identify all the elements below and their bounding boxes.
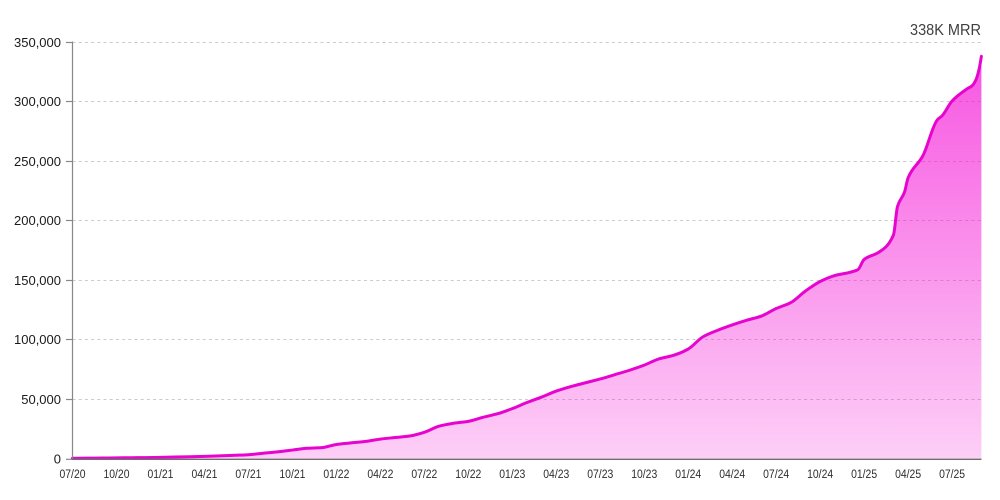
svg-text:10/24: 10/24 (807, 469, 834, 481)
svg-text:04/22: 04/22 (367, 469, 393, 481)
svg-text:100,000: 100,000 (14, 332, 61, 347)
svg-text:07/21: 07/21 (235, 469, 261, 481)
svg-text:150,000: 150,000 (14, 273, 61, 288)
svg-text:01/23: 01/23 (499, 469, 525, 481)
svg-text:07/22: 07/22 (411, 469, 437, 481)
svg-text:350,000: 350,000 (14, 35, 61, 50)
svg-text:04/23: 04/23 (543, 469, 569, 481)
svg-text:50,000: 50,000 (21, 392, 61, 407)
svg-text:01/25: 01/25 (851, 469, 877, 481)
svg-text:338K MRR: 338K MRR (910, 22, 981, 39)
svg-text:01/21: 01/21 (147, 469, 173, 481)
svg-text:07/23: 07/23 (587, 469, 613, 481)
svg-text:10/21: 10/21 (279, 469, 305, 481)
svg-text:07/25: 07/25 (939, 469, 965, 481)
svg-text:10/22: 10/22 (455, 469, 481, 481)
svg-text:10/23: 10/23 (631, 469, 657, 481)
svg-text:04/24: 04/24 (719, 469, 746, 481)
svg-text:01/22: 01/22 (323, 469, 349, 481)
svg-text:10/20: 10/20 (103, 469, 129, 481)
svg-text:300,000: 300,000 (14, 94, 61, 109)
svg-text:200,000: 200,000 (14, 213, 61, 228)
svg-text:07/24: 07/24 (763, 469, 790, 481)
svg-text:250,000: 250,000 (14, 154, 61, 169)
svg-text:0: 0 (54, 452, 61, 467)
svg-text:04/21: 04/21 (191, 469, 217, 481)
svg-text:01/24: 01/24 (675, 469, 702, 481)
svg-text:07/20: 07/20 (60, 469, 86, 481)
svg-text:04/25: 04/25 (895, 469, 921, 481)
